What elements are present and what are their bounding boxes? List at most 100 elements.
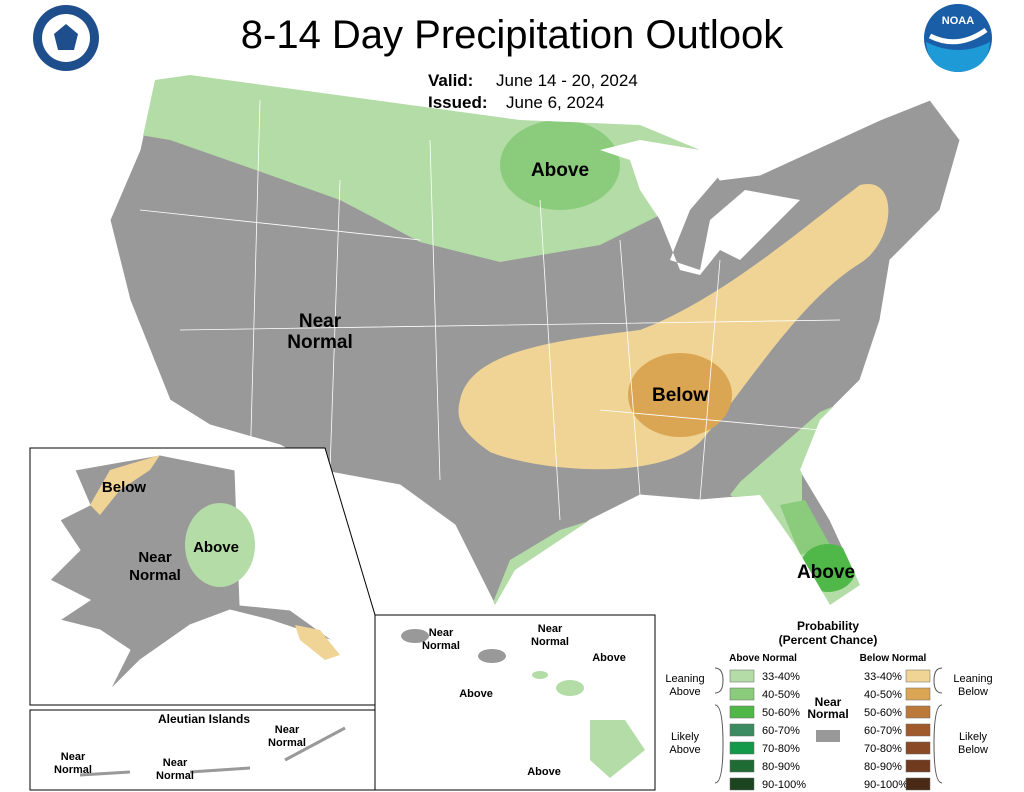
legend-swatch [816,730,840,742]
valid-dates: June 14 - 20, 2024 [496,71,638,90]
legend-range: 40-50% [762,689,800,701]
label-line: Leaning [665,673,704,685]
map-label: Likely Below [958,731,988,756]
map-label: Above [193,539,239,556]
legend-range: 80-90% [864,761,902,773]
label-line: Near [275,724,300,736]
legend-range: 80-90% [762,761,800,773]
legend-range: 50-60% [762,707,800,719]
legend-swatch [729,687,755,701]
legend-swatch [905,669,931,683]
legend-title: Probability [797,619,859,633]
label-line: Normal [268,737,306,749]
label-line: Near [138,549,172,566]
legend-swatch [905,759,931,773]
map-label: Below [102,479,147,496]
map-label: Likely Above [669,731,700,756]
legend-swatch [905,687,931,701]
legend-brace [714,704,724,784]
label-line: Normal [156,770,194,782]
map-label: Near Normal [422,627,460,652]
hawaii-inset [374,614,656,791]
legend-swatch [905,723,931,737]
legend-range: 33-40% [864,671,902,683]
map-label: Above [797,562,855,583]
map-label: Above [531,160,589,181]
noaa-logo: NOAA [924,4,992,72]
label-line: Near [299,311,342,332]
legend-range: 90-100% [762,779,806,791]
legend-range: 90-100% [864,779,908,791]
label-line: Above [531,160,589,181]
label-line: Near [815,695,842,709]
legend-range: 50-60% [864,707,902,719]
label-line: Above [193,539,239,556]
label-line: Above [592,652,626,664]
legend-range: 40-50% [864,689,902,701]
svg-text:NOAA: NOAA [942,15,974,27]
legend-swatch [905,705,931,719]
label-line: Near [538,623,563,635]
label-line: Above [527,766,561,778]
map-label: Above [592,652,626,664]
legend-swatch [729,741,755,755]
legend-range: 70-80% [762,743,800,755]
legend-swatch [905,777,931,791]
map-label: Leaning Above [665,673,704,698]
legend-swatch [905,741,931,755]
label-line: Below [652,385,708,406]
label-line: Below [102,479,147,496]
label-line: Near [429,627,454,639]
label-line: Leaning [953,673,992,685]
map-label: Near Normal [268,724,306,749]
map-label: Near Normal [531,623,569,648]
legend-range: 60-70% [864,725,902,737]
label-line: Normal [422,640,460,652]
label-line: Above [669,744,700,756]
above-heading: Above Normal [729,653,797,664]
legend-swatch [729,669,755,683]
legend-range: 33-40% [762,671,800,683]
label-line: Likely [671,731,700,743]
issued-label: Issued: [428,93,488,112]
aleutian-title: Aleutian Islands [158,712,250,726]
label-line: Above [669,686,700,698]
legend-brace [714,667,724,694]
map-label: Leaning Below [953,673,992,698]
label-line: Near [163,757,188,769]
map-label: Near Normal [287,311,352,353]
legend-swatch [729,705,755,719]
doc-logo [33,5,99,71]
map-label: Near Normal [807,695,848,721]
aleutian-inset [29,709,376,791]
legend-subtitle: (Percent Chance) [779,633,878,647]
map-label: Near Normal [156,757,194,782]
legend-range: 60-70% [762,725,800,737]
label-line: Normal [807,707,848,721]
title: 8-14 Day Precipitation Outlook [241,13,785,57]
legend-brace [933,704,943,784]
label-line: Below [958,744,988,756]
map-label: Below [652,385,708,406]
legend: Probability (Percent Chance) Above Norma… [714,619,943,791]
alaska-inset [29,447,376,706]
label-line: Normal [129,567,181,584]
label-line: Likely [959,731,988,743]
legend-brace [933,667,943,694]
label-line: Near [61,751,86,763]
label-line: Normal [54,764,92,776]
map-label: Above [459,688,493,700]
label-line: Normal [531,636,569,648]
valid-label: Valid: [428,71,473,90]
issued-date: June 6, 2024 [506,93,604,112]
map-label: Near Normal [54,751,92,776]
legend-swatch [729,723,755,737]
legend-swatch [729,759,755,773]
legend-swatch [729,777,755,791]
label-line: Below [958,686,988,698]
map-label: Above [527,766,561,778]
label-line: Above [459,688,493,700]
legend-range: 70-80% [864,743,902,755]
below-heading: Below Normal [860,653,927,664]
